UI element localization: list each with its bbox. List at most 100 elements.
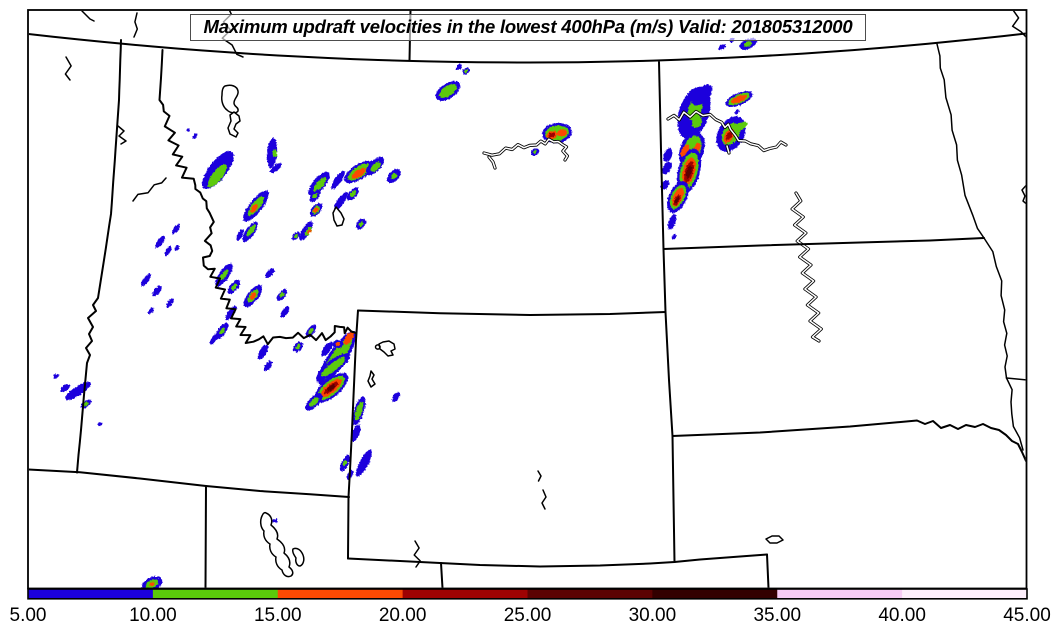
lake-sock	[227, 111, 241, 138]
contour-level-5	[148, 307, 154, 315]
contour-level-10	[246, 224, 256, 237]
colorbar-segment-40	[902, 589, 1028, 599]
storm-cell	[209, 333, 219, 345]
storm-cell	[530, 147, 540, 157]
contour-level-5	[455, 64, 463, 70]
storm-cell	[308, 171, 330, 197]
storm-cell	[344, 160, 374, 184]
riv-ftpeck	[483, 138, 569, 161]
contour-level-10	[294, 233, 298, 239]
colorbar-segment-20	[402, 589, 528, 599]
contour-level-15	[351, 168, 366, 179]
storm-cell	[309, 189, 321, 203]
colorbar-segment-15	[277, 589, 404, 599]
storm-cell	[660, 179, 670, 191]
storm-cell	[663, 148, 673, 162]
storm-cell	[671, 234, 677, 240]
storm-cell	[387, 169, 401, 183]
contour-level-25	[326, 384, 336, 392]
contour-level-15	[149, 581, 155, 587]
contour-level-5	[734, 109, 740, 115]
storm-cell	[462, 67, 470, 75]
riv-tick1	[81, 10, 95, 22]
riv-mnia	[1005, 377, 1026, 381]
storm-cell	[673, 194, 681, 206]
contour-level-5	[174, 245, 180, 251]
storm-cell	[97, 421, 103, 427]
storm-cell	[667, 214, 677, 230]
contour-level-10	[390, 172, 398, 180]
riv-edge	[1021, 184, 1026, 205]
border-nvut	[204, 485, 207, 588]
contour-level-15	[343, 331, 355, 345]
storm-cell	[243, 284, 263, 308]
lakes-layer	[221, 84, 784, 578]
contour-level-5	[53, 373, 59, 379]
contour-level-5	[65, 382, 91, 400]
colorbar-segment-30	[652, 589, 778, 599]
contour-level-15	[557, 129, 567, 137]
contour-level-10	[692, 115, 702, 129]
storm-cell	[739, 38, 757, 50]
colorbar-segment-35	[777, 589, 903, 599]
riv-sak2	[726, 145, 730, 154]
border-wywest	[347, 309, 359, 560]
colorbar-tick-label: 35.00	[753, 605, 801, 626]
riv-koot	[133, 12, 139, 38]
contour-level-5	[663, 148, 673, 162]
storm-cell	[174, 245, 180, 251]
riv-sem2	[541, 489, 547, 510]
lake-yellowstone	[374, 340, 396, 357]
storm-cell	[276, 289, 288, 301]
riv-columbia	[64, 56, 72, 81]
contour-level-10	[349, 190, 357, 198]
border-42n	[28, 468, 350, 498]
colorbar-tick-label: 10.00	[129, 605, 177, 626]
storm-cell	[725, 91, 753, 107]
storm-cell	[80, 399, 92, 409]
storm-cell	[272, 519, 278, 523]
major-rivers-layer	[482, 109, 823, 343]
colorbar-outline	[27, 588, 1028, 600]
storm-cell	[257, 344, 269, 360]
border-45n	[357, 309, 667, 316]
riv-salmon	[132, 177, 167, 202]
contour-level-5	[186, 128, 190, 132]
contour-level-5	[141, 273, 151, 287]
contour-level-10	[207, 164, 227, 188]
contour-level-10	[464, 69, 468, 73]
storm-cell	[53, 373, 59, 379]
contour-level-10	[354, 401, 364, 421]
contour-level-15	[335, 342, 341, 346]
border-idwest	[76, 39, 122, 474]
colorbar-tick-label: 45.00	[1003, 605, 1051, 626]
storm-cell	[356, 449, 372, 477]
storm-cell	[305, 393, 323, 411]
lake-teardrop	[332, 206, 345, 227]
contour-level-5	[209, 333, 219, 345]
contour-level-5	[334, 192, 348, 210]
border-43n	[671, 419, 1026, 462]
contour-level-5	[660, 179, 670, 191]
contour-level-15	[250, 204, 258, 213]
contour-level-10	[219, 269, 229, 281]
contour-level-5	[331, 170, 345, 190]
storm-cell	[148, 307, 154, 315]
contour-level-20	[725, 131, 733, 141]
storm-cell	[227, 279, 241, 295]
colorbar-tick-label: 25.00	[504, 605, 552, 626]
contour-level-5	[265, 268, 275, 278]
contour-level-5	[171, 223, 181, 235]
storm-cell	[305, 324, 317, 338]
contour-level-5	[718, 44, 726, 50]
storm-cell	[141, 273, 151, 287]
colorbar-tick-label: 5.00	[10, 605, 47, 626]
contour-level-10	[744, 41, 752, 47]
contour-level-5	[60, 384, 70, 392]
storm-cell	[332, 340, 344, 348]
storm-cell	[557, 129, 567, 137]
contour-level-5	[192, 133, 198, 139]
contour-level-10	[231, 283, 237, 291]
storm-cell	[684, 161, 694, 183]
